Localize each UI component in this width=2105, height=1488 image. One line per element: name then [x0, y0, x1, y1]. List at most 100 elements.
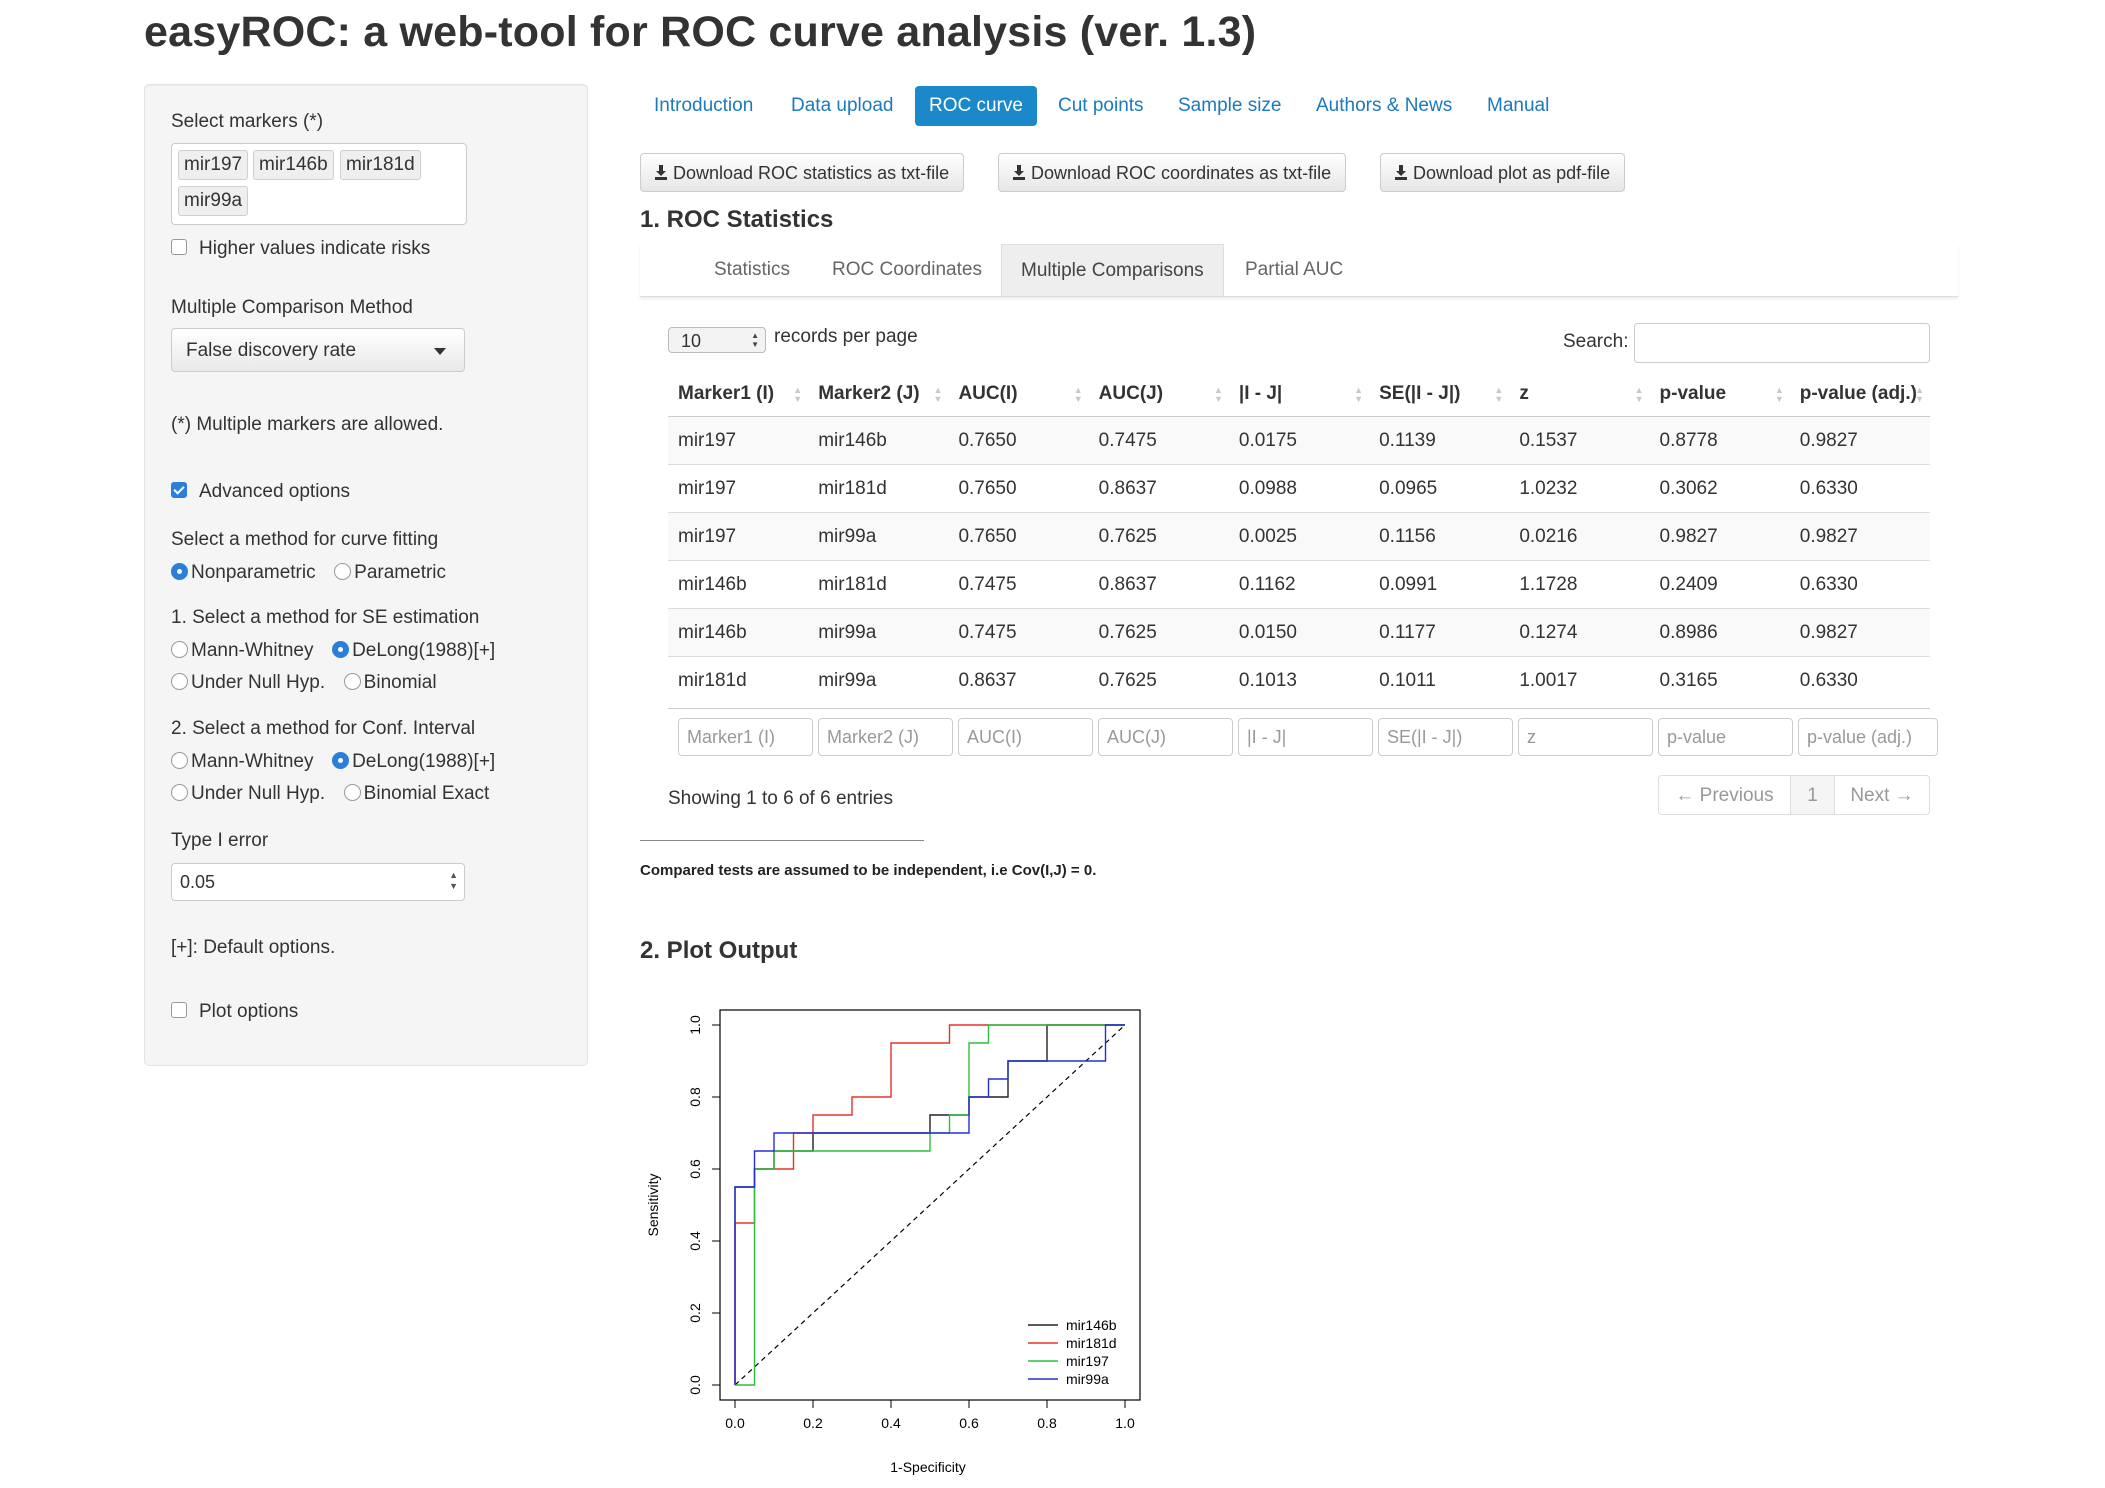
tab-sample-size[interactable]: Sample size: [1178, 95, 1282, 116]
column-filter-input[interactable]: AUC(I): [958, 718, 1093, 756]
radio-ci-null-hyp[interactable]: [171, 784, 188, 802]
subtab-partial-auc[interactable]: Partial AUC: [1245, 259, 1344, 280]
table-cell: 0.8778: [1649, 416, 1790, 465]
tab-introduction[interactable]: Introduction: [654, 95, 754, 116]
table-cell: 0.7475: [948, 608, 1089, 657]
plot-options-checkbox[interactable]: [171, 1001, 187, 1018]
marker-chip[interactable]: mir197: [178, 150, 249, 180]
ci-radios-row2: Under Null Hyp. Binomial Exact: [171, 783, 489, 805]
legend: mir146b mir181d mir197 mir99a: [1028, 1317, 1117, 1387]
se-radios-row1: Mann-Whitney DeLong(1988)[+]: [171, 640, 495, 662]
download-plot-button[interactable]: Download plot as pdf-file: [1380, 153, 1626, 192]
column-filter-input[interactable]: Marker2 (J): [818, 718, 953, 756]
tab-data-upload[interactable]: Data upload: [791, 95, 894, 116]
radio-se-delong[interactable]: [332, 641, 350, 659]
page-number-button[interactable]: 1: [1790, 775, 1835, 815]
table-cell: mir146b: [668, 608, 809, 657]
column-header[interactable]: |I - J| ▲ ▼: [1228, 372, 1370, 417]
column-header[interactable]: Marker1 (I) ▲ ▼: [668, 372, 809, 417]
subtab-statistics[interactable]: Statistics: [714, 259, 791, 280]
legend-label: mir181d: [1066, 1335, 1117, 1351]
column-header-label: Marker2 (J): [818, 383, 920, 404]
column-filter-input[interactable]: z: [1518, 718, 1653, 756]
marker-chip[interactable]: mir99a: [178, 186, 249, 216]
table-cell: mir197: [668, 464, 809, 513]
previous-page-button[interactable]: ← Previous: [1658, 775, 1791, 815]
table-row: mir146b mir99a 0.7475 0.7625 0.0150 0.11…: [668, 608, 1930, 657]
column-header[interactable]: Marker2 (J) ▲ ▼: [808, 372, 949, 417]
table-cell: 0.6330: [1789, 464, 1930, 513]
column-header[interactable]: AUC(J) ▲ ▼: [1088, 372, 1229, 417]
table-cell: 0.1274: [1509, 608, 1650, 657]
column-filter-input[interactable]: p-value (adj.): [1798, 718, 1938, 756]
tab-cut-points[interactable]: Cut points: [1058, 95, 1144, 116]
column-header[interactable]: z ▲ ▼: [1509, 372, 1650, 417]
table-cell: 0.8986: [1649, 608, 1790, 657]
marker-chip[interactable]: mir181d: [340, 150, 421, 180]
higher-values-checkbox[interactable]: [171, 238, 187, 255]
table-cell: 0.1011: [1369, 656, 1510, 704]
radio-ci-delong[interactable]: [332, 752, 350, 770]
next-page-button[interactable]: Next →: [1834, 775, 1930, 815]
x-tick-label: 0.6: [959, 1415, 979, 1431]
type1-error-input[interactable]: 0.05 ▲ ▼: [171, 863, 465, 901]
radio-se-mann-whitney[interactable]: [171, 641, 188, 659]
column-filter-input[interactable]: p-value: [1658, 718, 1793, 756]
column-header-label: AUC(I): [958, 383, 1018, 404]
radio-se-null-hyp[interactable]: [171, 673, 188, 691]
column-header[interactable]: SE(|I - J|) ▲ ▼: [1369, 372, 1510, 417]
table-row: mir197 mir146b 0.7650 0.7475 0.0175 0.11…: [668, 416, 1930, 465]
radio-nonparametric[interactable]: [171, 563, 188, 581]
table-row: mir146b mir181d 0.7475 0.8637 0.1162 0.0…: [668, 560, 1930, 609]
y-tick-label: 0.4: [687, 1231, 703, 1251]
mcm-dropdown[interactable]: False discovery rate: [171, 328, 465, 372]
search-label: Search:: [1563, 331, 1629, 352]
page-length-select[interactable]: 10 ▲ ▼: [668, 327, 766, 353]
subtab-multiple-comparisons[interactable]: Multiple Comparisons: [1001, 244, 1224, 296]
markers-select[interactable]: mir197 mir146b mir181d mir99a: [171, 143, 467, 225]
marker-chip[interactable]: mir146b: [253, 150, 334, 180]
tab-roc-curve[interactable]: ROC curve: [915, 86, 1037, 126]
subtab-roc-coordinates[interactable]: ROC Coordinates: [832, 259, 982, 280]
radio-se-binomial[interactable]: [343, 673, 361, 691]
radio-label: DeLong(1988)[+]: [352, 640, 496, 661]
table-cell: 0.1156: [1369, 512, 1510, 561]
radio-ci-binomial-exact[interactable]: [343, 784, 361, 802]
se-radios-row2: Under Null Hyp. Binomial: [171, 672, 437, 694]
radio-parametric[interactable]: [334, 563, 352, 581]
multi-markers-note: (*) Multiple markers are allowed.: [171, 414, 444, 435]
column-header-label: SE(|I - J|): [1379, 383, 1461, 404]
sort-icon: ▲ ▼: [1774, 385, 1784, 404]
y-axis-label: Sensitivity: [645, 1173, 661, 1236]
radio-ci-mann-whitney[interactable]: [171, 752, 188, 770]
x-tick-label: 0.4: [881, 1415, 901, 1431]
advanced-options-option[interactable]: Advanced options: [171, 481, 350, 503]
download-stats-button[interactable]: Download ROC statistics as txt-file: [640, 153, 965, 192]
table-cell: 0.7650: [948, 464, 1089, 513]
table-cell: 0.8637: [1088, 560, 1229, 609]
column-filter-input[interactable]: SE(|I - J|): [1378, 718, 1513, 756]
download-coords-button[interactable]: Download ROC coordinates as txt-file: [998, 153, 1347, 192]
column-filter-input[interactable]: |I - J|: [1238, 718, 1373, 756]
column-header[interactable]: p-value (adj.) ▲ ▼: [1789, 372, 1930, 417]
table-cell: 0.1177: [1369, 608, 1510, 657]
table-cell: 0.7475: [1088, 416, 1229, 465]
x-tick-label: 0.2: [803, 1415, 823, 1431]
table-cell: 0.1013: [1228, 656, 1370, 704]
column-header[interactable]: p-value ▲ ▼: [1649, 372, 1790, 417]
tab-manual[interactable]: Manual: [1487, 95, 1550, 116]
roc-statistics-heading: 1. ROC Statistics: [640, 206, 834, 233]
column-filter-input[interactable]: Marker1 (I): [678, 718, 813, 756]
table-cell: 0.9827: [1789, 512, 1930, 561]
tab-authors-news[interactable]: Authors & News: [1316, 95, 1453, 116]
search-input[interactable]: [1634, 323, 1930, 363]
column-header[interactable]: AUC(I) ▲ ▼: [948, 372, 1089, 417]
spinner-arrows-icon[interactable]: ▲ ▼: [449, 870, 458, 891]
column-header-label: Marker1 (I): [678, 383, 775, 404]
higher-values-option[interactable]: Higher values indicate risks: [171, 238, 430, 260]
table-cell: 0.1162: [1228, 560, 1370, 609]
download-plot-label: Download plot as pdf-file: [1413, 163, 1611, 183]
advanced-options-checkbox[interactable]: [171, 481, 187, 498]
plot-options-option[interactable]: Plot options: [171, 1001, 298, 1023]
column-filter-input[interactable]: AUC(J): [1098, 718, 1233, 756]
